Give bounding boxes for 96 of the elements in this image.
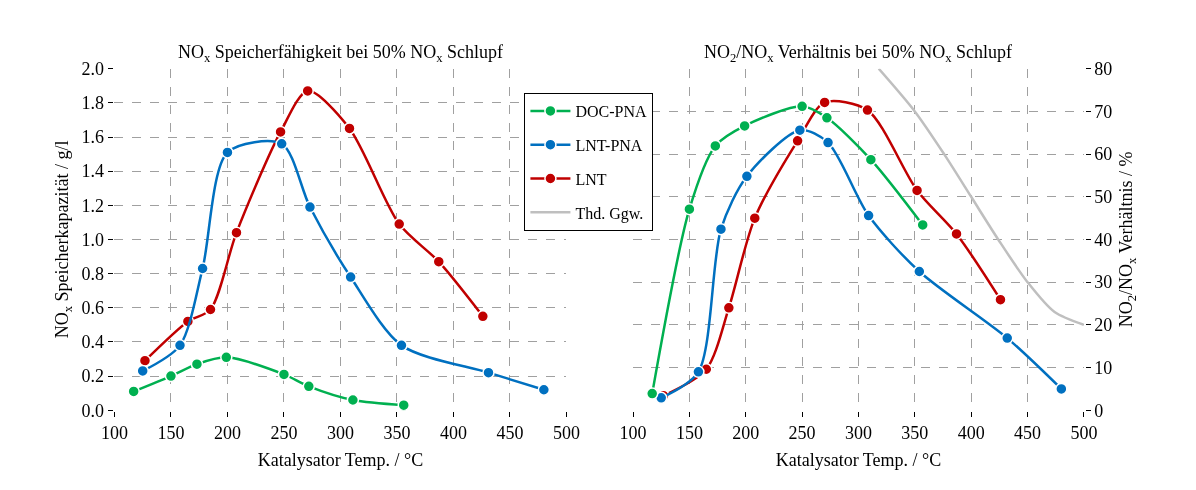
point	[714, 222, 728, 236]
y-tick-label: 1.8	[81, 93, 105, 114]
y-tick-label: 1.4	[81, 161, 105, 182]
x-tick-label: 500	[1070, 422, 1098, 443]
point	[220, 351, 233, 364]
point	[275, 137, 288, 151]
point	[204, 303, 217, 316]
legend-label: Thd. Ggw.	[575, 204, 644, 223]
point	[302, 380, 316, 393]
y-tick-label: 0.4	[81, 332, 105, 353]
point	[821, 136, 835, 149]
point	[683, 202, 696, 216]
point	[795, 100, 809, 113]
point	[818, 96, 831, 109]
x-tick-label: 450	[496, 422, 524, 443]
point	[173, 339, 187, 352]
point	[692, 365, 705, 379]
point	[432, 255, 446, 268]
line-series	[877, 68, 1084, 327]
point	[343, 122, 356, 135]
point	[346, 393, 360, 407]
y-tick-label: 70	[1094, 101, 1113, 122]
y-tick-label: 30	[1094, 272, 1113, 293]
x-tick-label: 350	[901, 422, 929, 443]
point	[277, 368, 291, 381]
point	[862, 209, 875, 222]
point	[722, 301, 736, 315]
x-axis-title: Katalysator Temp. / °C	[257, 450, 424, 471]
x-tick-label: 300	[326, 422, 354, 443]
x-tick-label: 350	[383, 422, 411, 443]
legend-label: DOC-PNA	[575, 103, 647, 121]
y-tick-label: 1.0	[81, 229, 105, 250]
x-tick-label: 150	[157, 422, 185, 443]
point	[910, 184, 924, 197]
point	[127, 385, 140, 398]
chart-title: NO$_{x}$ Speicherfähigkeit bei 50% NO$_{x}$ Schlupf	[178, 42, 504, 65]
x-tick-label: 450	[1014, 422, 1042, 443]
point	[861, 103, 874, 117]
x-tick-label: 300	[844, 422, 872, 443]
point	[994, 293, 1007, 306]
point	[645, 387, 659, 400]
x-tick-label: 100	[100, 422, 128, 443]
y-tick-label: 1.6	[81, 127, 105, 148]
point	[537, 383, 551, 397]
point	[791, 134, 804, 148]
point	[793, 123, 807, 137]
point	[476, 310, 490, 323]
point	[916, 218, 929, 232]
x-tick-label: 400	[439, 422, 467, 443]
point	[1055, 382, 1068, 396]
y-tick-label: 0.0	[81, 400, 105, 421]
point	[738, 119, 751, 133]
point	[164, 369, 178, 383]
x-tick-label: 250	[270, 422, 298, 443]
point	[221, 146, 234, 159]
x-tick-label: 200	[213, 422, 241, 443]
y-tick-label: 40	[1094, 229, 1113, 250]
y-tick-label: 10	[1094, 357, 1113, 378]
y-tick-label: 60	[1094, 144, 1113, 165]
x-axis-title: Katalysator Temp. / °C	[775, 450, 942, 471]
point	[864, 153, 878, 166]
point	[820, 111, 834, 125]
point	[950, 227, 963, 241]
legend-label: LNT	[575, 170, 607, 188]
x-tick-label: 500	[552, 422, 580, 443]
y-tick-label: 0	[1094, 400, 1104, 421]
point	[301, 84, 314, 98]
point	[748, 211, 762, 225]
point	[138, 354, 152, 367]
point	[230, 226, 243, 239]
point	[740, 170, 754, 183]
y-tick-label: 80	[1094, 59, 1113, 79]
point	[913, 265, 926, 278]
legend-label: LNT-PNA	[575, 136, 643, 154]
point	[136, 364, 149, 378]
y-tick-label: 0.8	[81, 263, 105, 284]
point	[190, 357, 204, 371]
point	[1000, 331, 1014, 345]
point	[274, 125, 287, 139]
point	[196, 262, 209, 275]
x-tick-label: 200	[732, 422, 760, 443]
y-tick-label: 20	[1094, 315, 1113, 336]
point	[392, 217, 406, 231]
x-tick-label: 400	[957, 422, 985, 443]
y-tick-label: 50	[1094, 187, 1113, 208]
x-tick-label: 250	[788, 422, 816, 443]
y-tick-label: 2.0	[81, 59, 105, 79]
y-tick-label: 0.2	[81, 366, 105, 387]
point	[709, 139, 722, 153]
x-tick-label: 150	[675, 422, 703, 443]
y-tick-label: 0.6	[81, 298, 105, 319]
point	[344, 270, 357, 284]
x-tick-label: 100	[619, 422, 647, 443]
point	[303, 200, 317, 214]
chart-title: NO$_{2}$/NO$_{x}$ Verhältnis bei 50% NO$_{x}$ Schlupf	[704, 42, 1013, 65]
y-tick-label: 1.2	[81, 195, 105, 216]
